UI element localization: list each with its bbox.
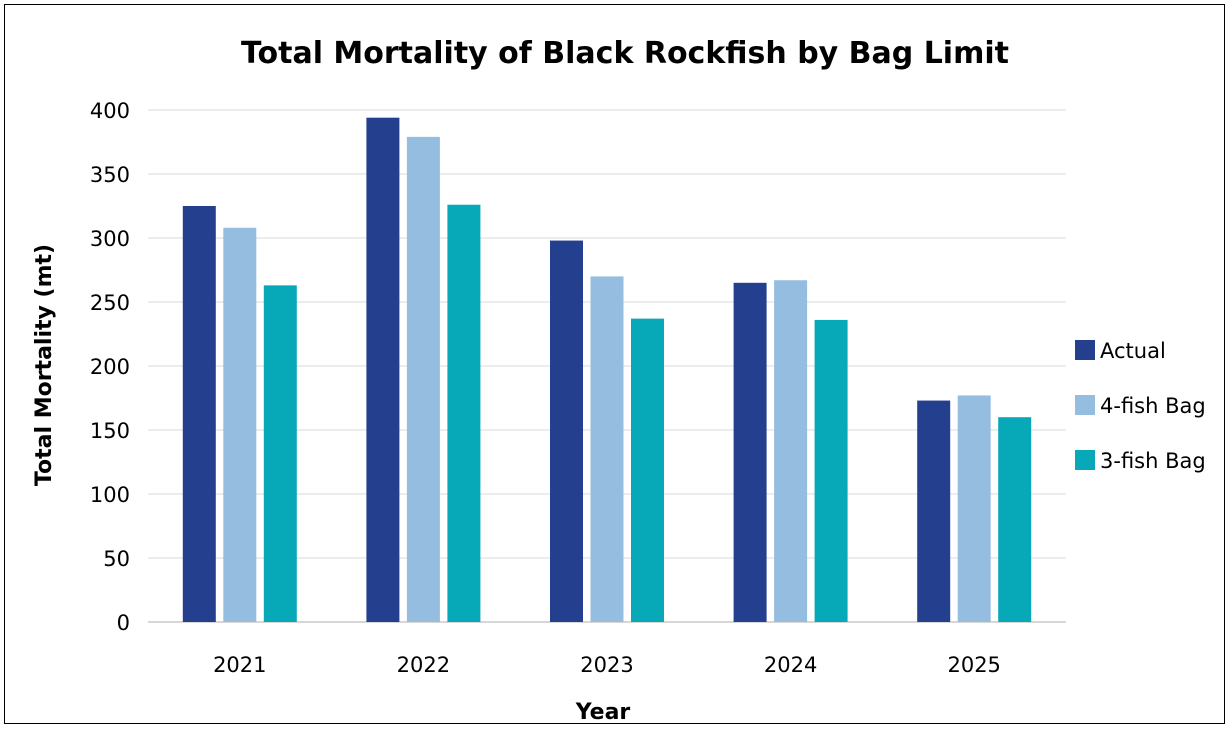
- bar-actual-2023: [550, 240, 583, 622]
- bar-actual-2025: [917, 400, 951, 622]
- bar-4-fish-bag-2021: [223, 227, 257, 622]
- x-tick-label: 2022: [397, 653, 450, 677]
- x-tick-label: 2021: [213, 653, 266, 677]
- bar-3-fish-bag-2022: [447, 204, 481, 622]
- x-tick-label: 2023: [580, 653, 633, 677]
- x-tick-label: 2024: [764, 653, 817, 677]
- y-tick-label: 250: [90, 291, 130, 315]
- legend-label: 3-fish Bag: [1100, 449, 1206, 473]
- x-tick-label: 2025: [947, 653, 1000, 677]
- legend-swatch: [1075, 395, 1095, 415]
- x-axis-title: Year: [575, 700, 631, 725]
- y-tick-label: 150: [90, 419, 130, 443]
- x-tick-labels: 2021 2022 2023 2024 2025: [213, 653, 1001, 677]
- bar-3-fish-bag-2021: [263, 285, 297, 622]
- legend: Actual 4-fish Bag 3-fish Bag: [1075, 339, 1206, 473]
- y-tick-label: 300: [90, 227, 130, 251]
- bar-3-fish-bag-2023: [631, 318, 664, 622]
- legend-swatch: [1075, 450, 1095, 470]
- bar-4-fish-bag-2024: [774, 280, 808, 622]
- y-tick-label: 400: [90, 99, 130, 123]
- bar-3-fish-bag-2025: [998, 417, 1032, 622]
- legend-label: Actual: [1100, 339, 1166, 363]
- y-tick-label: 50: [103, 547, 130, 571]
- bar-4-fish-bag-2025: [957, 395, 991, 622]
- bars: [182, 117, 1032, 623]
- y-tick-label: 0: [117, 611, 130, 635]
- bar-actual-2022: [366, 117, 400, 623]
- y-tick-label: 350: [90, 163, 130, 187]
- y-axis-title: Total Mortality (mt): [32, 244, 57, 486]
- y-tick-labels: 0 50 100 150 200 250 300 350 400: [90, 99, 130, 635]
- bar-actual-2021: [182, 206, 216, 622]
- bar-actual-2024: [733, 282, 767, 622]
- bar-3-fish-bag-2024: [814, 319, 848, 622]
- legend-label: 4-fish Bag: [1100, 394, 1206, 418]
- y-tick-label: 200: [90, 355, 130, 379]
- bar-4-fish-bag-2023: [590, 276, 624, 622]
- y-tick-label: 100: [90, 483, 130, 507]
- bar-4-fish-bag-2022: [406, 136, 440, 622]
- legend-swatch: [1075, 340, 1095, 360]
- chart-title: Total Mortality of Black Rockfish by Bag…: [241, 36, 1009, 71]
